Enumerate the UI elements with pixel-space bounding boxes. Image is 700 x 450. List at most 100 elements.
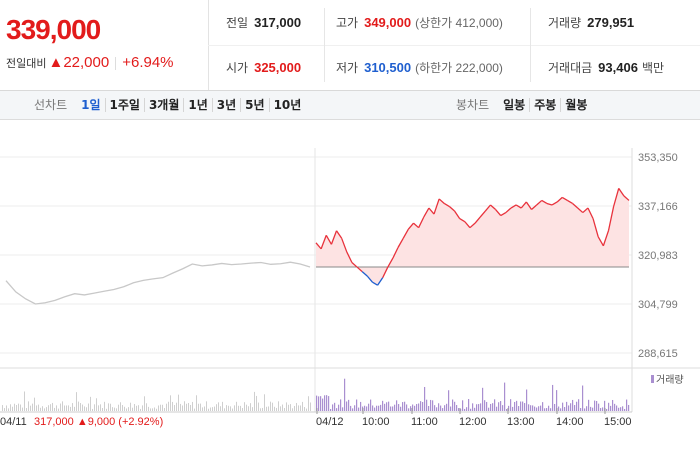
candle-tab-1[interactable]: 주봉	[529, 98, 561, 112]
x-tick-label: 12:00	[459, 416, 487, 428]
price-line-segment	[469, 222, 476, 229]
volume-bar	[350, 405, 352, 411]
price-line-segment	[612, 188, 620, 207]
prev-volume-bar	[140, 408, 141, 411]
prev-volume-bar	[146, 403, 147, 411]
price-line-segment	[597, 236, 604, 247]
prev-volume-bar	[252, 407, 253, 411]
prev-volume-bar	[250, 403, 251, 411]
prev-volume-bar	[108, 403, 109, 411]
volume-bar	[458, 408, 460, 411]
prev-volume-bar	[170, 395, 171, 411]
volume-bar	[622, 406, 624, 411]
volume-bar	[374, 407, 376, 411]
price-line-segment	[346, 251, 353, 263]
volume-bar	[402, 402, 404, 411]
volume-bar	[608, 402, 610, 411]
info-col-1: 전일 317,000 시가 325,000	[226, 0, 326, 90]
volume-bar	[396, 400, 398, 411]
price-line-segment	[551, 201, 558, 206]
volume-bar	[512, 406, 514, 411]
prev-volume-bar	[238, 405, 239, 411]
high-label: 고가	[336, 16, 359, 30]
x-tick-label: 13:00	[507, 416, 535, 428]
volume-bar	[504, 382, 506, 411]
volume-bar	[468, 399, 470, 411]
candle-tab-2[interactable]: 월봉	[560, 98, 592, 112]
volume-bar	[434, 405, 436, 411]
volume-bar	[328, 396, 330, 411]
prev-volume-bar	[20, 404, 21, 411]
line-tab-4[interactable]: 3년	[211, 98, 241, 112]
volume-bar	[576, 401, 578, 411]
line-chart-title: 선차트	[34, 98, 68, 112]
prev-volume-bar	[124, 406, 125, 411]
prev-volume-bar	[68, 405, 69, 411]
price-line-segment	[361, 271, 368, 277]
volume-bar	[552, 384, 554, 411]
volume-bar	[414, 405, 416, 411]
prev-volume-bar	[100, 404, 101, 411]
prev-close-value: 317,000	[254, 15, 302, 30]
prev-volume-bar	[212, 407, 213, 411]
line-tab-1[interactable]: 1주일	[104, 98, 144, 112]
price-line-segment	[602, 230, 610, 247]
open-label: 시가	[226, 61, 249, 75]
volume-bar	[412, 404, 414, 411]
volume-bar	[516, 400, 518, 411]
line-tab-5[interactable]: 5년	[240, 98, 269, 112]
volume-bar	[620, 407, 622, 411]
volume-bar	[528, 404, 530, 411]
prev-volume-bar	[76, 392, 77, 411]
price-line-segment	[607, 206, 615, 231]
volume-bar	[386, 402, 388, 411]
change-value: ▲22,000	[48, 54, 110, 71]
prev-volume-bar	[254, 391, 255, 411]
prev-volume-bar	[196, 395, 197, 411]
price-line-segment	[490, 204, 497, 211]
high-value: 349,000	[364, 15, 412, 30]
prev-volume-bar	[92, 408, 93, 411]
volume-bar	[590, 406, 592, 411]
price-line-segment	[479, 210, 486, 218]
volume-bar	[452, 399, 454, 411]
prev-volume-bar	[60, 403, 61, 411]
line-tab-6[interactable]: 10년	[268, 98, 306, 112]
volume-bar	[336, 408, 338, 411]
line-tab-0[interactable]: 1일	[81, 98, 101, 112]
info-col-3: 거래량 279,951 거래대금 93,406 백만	[548, 0, 698, 90]
price-line-segment	[454, 210, 461, 219]
prev-close-label: 전일	[226, 16, 249, 30]
volume: 거래량 279,951	[548, 0, 634, 45]
prev-volume-bar	[156, 408, 157, 411]
price-line-segment	[402, 228, 409, 239]
volume-bar	[554, 403, 556, 411]
volume-bar	[518, 406, 520, 411]
line-tab-2[interactable]: 3개월	[143, 98, 184, 112]
volume-bar	[318, 396, 320, 411]
price-line-segment	[325, 234, 332, 245]
volume-bar	[592, 407, 594, 411]
volume-bar	[436, 407, 438, 411]
line-chart-tabs: 선차트 1일 1주일 3개월 1년 3년 5년 10년	[34, 91, 306, 119]
prev-volume-bar	[276, 407, 277, 411]
volume-bar	[470, 408, 472, 411]
candle-tab-0[interactable]: 일봉	[503, 98, 526, 112]
volume-bar	[460, 408, 462, 411]
prev-volume-bar	[138, 405, 139, 411]
line-tab-3[interactable]: 1년	[183, 98, 212, 112]
prev-volume-bar	[86, 407, 87, 411]
prev-volume-bar	[18, 403, 19, 411]
price-line-segment	[382, 266, 389, 278]
volume-bar	[580, 408, 582, 411]
volume-bar	[484, 400, 486, 411]
lower-limit: (하한가 222,000)	[415, 61, 503, 75]
price-line-segment	[484, 204, 491, 212]
volume-bar	[418, 403, 420, 411]
amount-value: 93,406	[598, 60, 638, 75]
prev-volume-bar	[220, 406, 221, 411]
volume-bar	[378, 405, 380, 411]
prev-volume-bar	[154, 407, 155, 411]
volume-bar	[410, 406, 412, 411]
